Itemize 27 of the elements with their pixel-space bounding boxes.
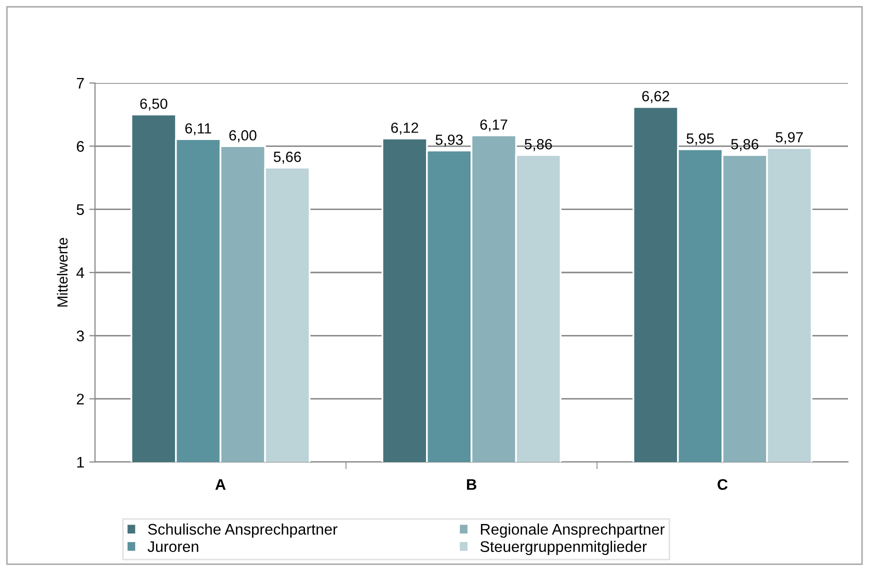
data-label: 5,66	[274, 152, 301, 164]
y-tick-label: 7	[76, 78, 84, 89]
x-tick-label: C	[718, 479, 728, 490]
legend-label: Juroren	[148, 541, 198, 552]
legend-label: Regionale Ansprechpartner	[480, 523, 665, 538]
y-axis-title: Mittelwerte	[56, 238, 68, 307]
x-tick-label: A	[215, 479, 226, 490]
y-tick-label: 5	[76, 204, 84, 216]
data-label: 6,62	[642, 91, 670, 104]
data-label: 5,86	[731, 139, 758, 152]
y-tick-label: 2	[76, 394, 84, 404]
x-tick-label: B	[467, 479, 476, 490]
y-tick-label: 6	[76, 141, 84, 152]
y-tick-label: 1	[77, 457, 84, 468]
legend-label: Steuergruppenmitglieder	[480, 540, 647, 556]
data-label: 5,95	[686, 133, 714, 146]
data-label: 6,17	[480, 119, 508, 132]
data-label: 5,97	[776, 132, 803, 144]
data-label: 6,12	[391, 122, 418, 135]
data-label: 5,93	[436, 134, 463, 147]
data-label: 6,50	[140, 98, 168, 111]
y-tick-label: 4	[76, 268, 84, 278]
y-tick-label: 3	[76, 330, 84, 342]
data-label: 6,00	[229, 130, 256, 142]
data-label: 5,86	[524, 139, 552, 152]
legend-label: Schulische Ansprechpartner	[148, 523, 338, 538]
data-label: 6,11	[185, 123, 212, 136]
